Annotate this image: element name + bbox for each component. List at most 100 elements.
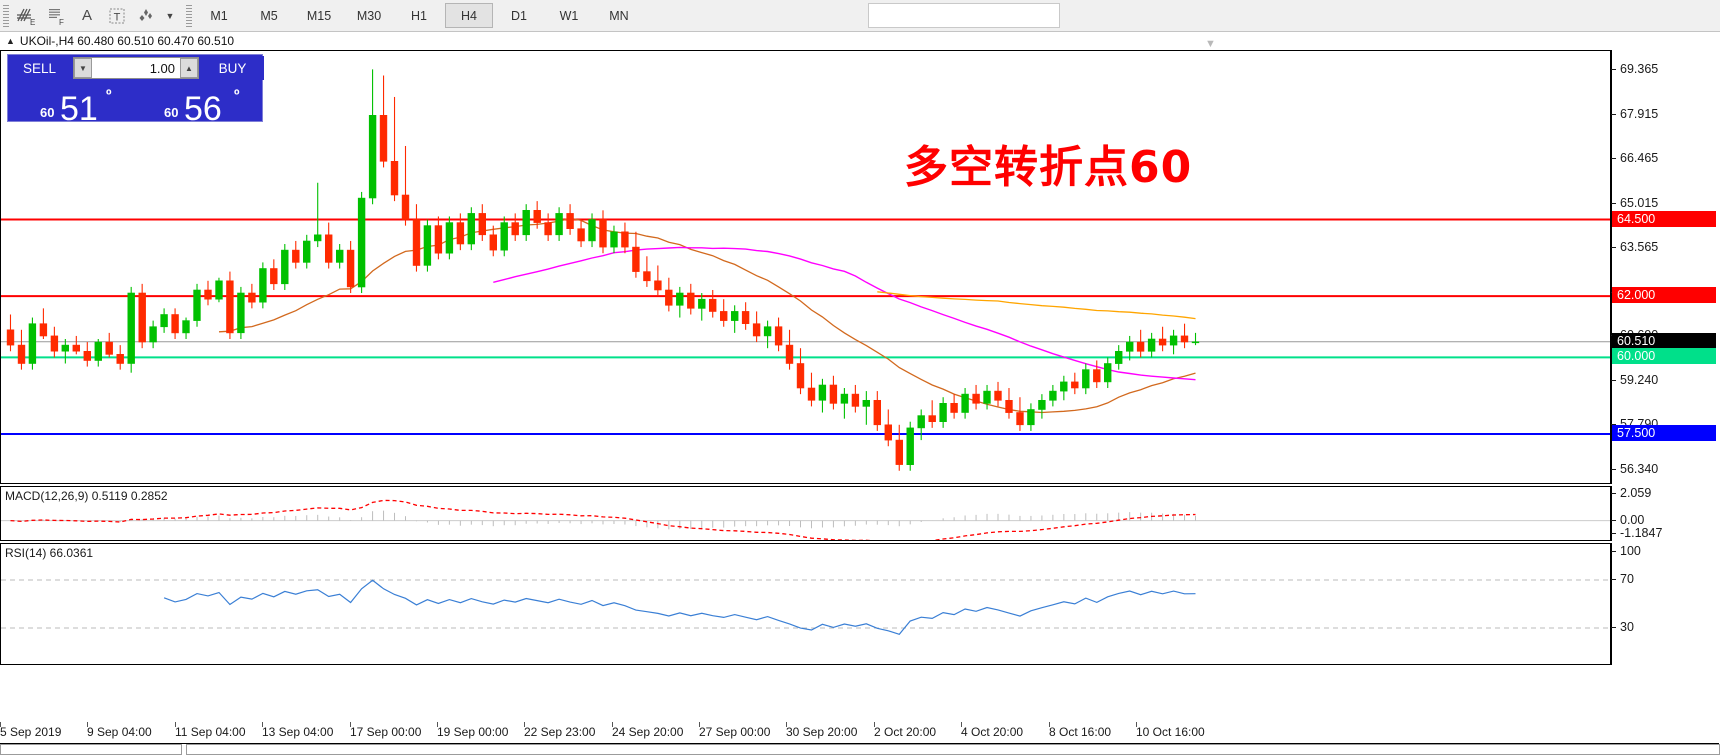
time-axis[interactable]: 5 Sep 2019 9 Sep 04:00 11 Sep 04:00 13 Sep … <box>0 722 1719 744</box>
time-tick-13: 10 Oct 16:00 <box>1136 725 1205 739</box>
time-gridmark-7 <box>612 722 613 727</box>
time-gridmark-1 <box>87 722 88 727</box>
time-gridmark-9 <box>786 722 787 727</box>
time-gridmark-4 <box>350 722 351 727</box>
volume-decrement-icon[interactable]: ▼ <box>74 58 92 78</box>
period-m5[interactable]: M5 <box>260 8 278 23</box>
macd-tick-0: 2.059 <box>1611 486 1651 500</box>
volume-increment-icon[interactable]: ▲ <box>180 58 198 78</box>
time-tick-5: 19 Sep 00:00 <box>437 725 509 739</box>
toolbar: E F A T <box>0 0 1720 32</box>
status-box-left <box>0 744 182 755</box>
sell-price-quote[interactable]: 60 51 º <box>8 82 134 126</box>
svg-text:F: F <box>59 18 64 26</box>
time-gridmark-3 <box>262 722 263 727</box>
time-gridmark-8 <box>699 722 700 727</box>
rsi-axis-line <box>1611 543 1612 665</box>
price-tick-69-365: 69.365 <box>1611 62 1658 76</box>
symbol-ohlc-text: UKOil-,H4 60.480 60.510 60.470 60.510 <box>19 33 235 48</box>
rsi-label: RSI(14) 66.0361 <box>5 546 94 560</box>
indicators-icon[interactable]: E <box>12 2 42 29</box>
time-gridmark-0 <box>0 722 1 727</box>
resistance-62000[interactable]: 62.000 <box>1612 287 1716 304</box>
time-gridmark-11 <box>961 722 962 727</box>
macd-axis: 2.059 0.00 -1.1847 <box>1611 486 1719 541</box>
price-axis[interactable]: 69.36567.91566.46565.01563.56562.11560.6… <box>1611 50 1719 484</box>
current-price-60510[interactable]: 60.510 <box>1612 332 1716 349</box>
buy-price-fraction: º <box>234 87 240 104</box>
buy-price-pips: 56 <box>184 90 222 128</box>
symbol-info-bar: ▲ UKOil-,H4 60.480 60.510 60.470 60.510 <box>0 32 1720 49</box>
price-tick-67-915: 67.915 <box>1611 107 1658 121</box>
rsi-tick-30: 30 <box>1611 620 1634 634</box>
time-gridmark-2 <box>175 722 176 727</box>
chart-area: 多空转折点60 MACD(12,26,9) 0.5119 0.2852 RSI(… <box>0 38 1719 722</box>
status-box-right <box>186 744 1720 755</box>
chart-annotation-text: 多空转折点60 <box>904 142 1193 193</box>
time-tick-8: 27 Sep 00:00 <box>699 725 771 739</box>
time-tick-7: 24 Sep 20:00 <box>612 725 684 739</box>
time-tick-0: 5 Sep 2019 <box>0 725 62 739</box>
templates-dropdown-icon[interactable]: ▼ <box>165 10 175 21</box>
period-w1[interactable]: W1 <box>559 8 579 23</box>
quotes-row: 60 51 º 60 56 º <box>8 82 264 126</box>
pivot-60000[interactable]: 60.000 <box>1612 348 1716 365</box>
status-strip <box>0 744 1720 755</box>
time-tick-3: 13 Sep 04:00 <box>262 725 334 739</box>
volume-stepper[interactable]: ▼ 1.00 ▲ <box>73 57 199 79</box>
time-gridmark-13 <box>1136 722 1137 727</box>
volume-input[interactable]: 1.00 <box>92 58 180 78</box>
pane-collapse-marker[interactable]: ▼ <box>1205 38 1216 50</box>
one-click-trading-panel[interactable]: SELL ▼ 1.00 ▲ BUY 60 51 º 60 56 º <box>7 54 264 126</box>
price-tick-65-015: 65.015 <box>1611 196 1658 210</box>
macd-pane[interactable]: MACD(12,26,9) 0.5119 0.2852 <box>0 486 1611 541</box>
macd-label: MACD(12,26,9) 0.5119 0.2852 <box>5 489 168 503</box>
macd-tick-2: -1.1847 <box>1611 526 1662 540</box>
toolbar-empty-slot <box>868 3 1060 28</box>
sell-price-big-figure: 60 <box>40 105 55 120</box>
rsi-pane[interactable]: RSI(14) 66.0361 <box>0 543 1611 665</box>
text-icon[interactable]: A <box>81 7 92 24</box>
time-tick-12: 8 Oct 16:00 <box>1049 725 1112 739</box>
time-tick-2: 11 Sep 04:00 <box>175 725 246 739</box>
price-tick-59-240: 59.240 <box>1611 373 1658 387</box>
time-tick-11: 4 Oct 20:00 <box>961 725 1024 739</box>
buy-price-big-figure: 60 <box>164 105 179 120</box>
time-gridmark-5 <box>437 722 438 727</box>
period-h4[interactable]: H4 <box>445 3 493 28</box>
time-gridmark-10 <box>874 722 875 727</box>
period-d1[interactable]: D1 <box>511 8 527 23</box>
period-toolbar-grip[interactable] <box>186 4 192 27</box>
sell-price-pips: 51 <box>60 90 98 128</box>
collapse-triangle-icon[interactable]: ▲ <box>6 35 15 46</box>
time-tick-6: 22 Sep 23:00 <box>524 725 596 739</box>
buy-price-quote[interactable]: 60 56 º <box>138 82 264 126</box>
svg-text:T: T <box>114 11 121 23</box>
sell-button[interactable]: SELL <box>8 56 71 80</box>
objects-icon[interactable]: F <box>42 2 72 29</box>
templates-icon[interactable] <box>132 2 162 29</box>
resistance-64500[interactable]: 64.500 <box>1612 210 1716 227</box>
period-m30[interactable]: M30 <box>356 8 382 23</box>
macd-axis-line <box>1611 486 1612 541</box>
text-label-icon[interactable]: T <box>102 2 132 29</box>
price-tick-56-340: 56.340 <box>1611 462 1658 476</box>
price-pane[interactable]: 多空转折点60 <box>0 50 1611 484</box>
time-gridmark-6 <box>524 722 525 727</box>
macd-tick-1: 0.00 <box>1611 513 1644 527</box>
price-tick-66-465: 66.465 <box>1611 151 1658 165</box>
price-tick-63-565: 63.565 <box>1611 240 1658 254</box>
buy-button[interactable]: BUY <box>201 56 264 80</box>
period-m15[interactable]: M15 <box>306 8 332 23</box>
period-m1[interactable]: M1 <box>210 8 228 23</box>
time-gridmark-12 <box>1049 722 1050 727</box>
rsi-tick-100: 100 <box>1611 544 1641 558</box>
period-mn[interactable]: MN <box>609 8 629 23</box>
price-axis-line <box>1611 50 1612 484</box>
time-tick-1: 9 Sep 04:00 <box>87 725 152 739</box>
support-57500[interactable]: 57.500 <box>1612 424 1716 441</box>
toolbar-grip[interactable] <box>3 4 9 27</box>
rsi-tick-70: 70 <box>1611 572 1634 586</box>
period-h1[interactable]: H1 <box>411 8 427 23</box>
